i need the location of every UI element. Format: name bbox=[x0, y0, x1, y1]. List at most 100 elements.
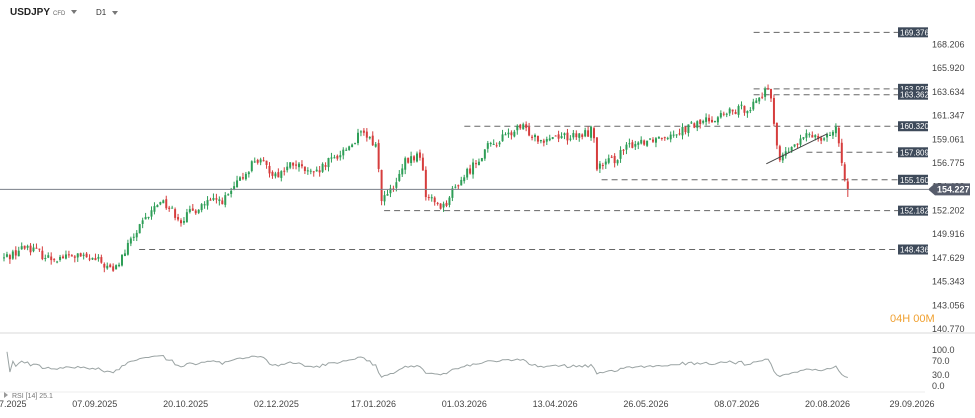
candle-body bbox=[62, 256, 64, 259]
candle-body bbox=[236, 180, 239, 188]
level-label: 163.928 bbox=[900, 85, 929, 94]
candle-body bbox=[88, 258, 91, 260]
candle-body bbox=[371, 135, 374, 146]
candle-body bbox=[607, 158, 610, 163]
collapse-icon[interactable] bbox=[4, 392, 8, 398]
candle-body bbox=[109, 264, 112, 268]
candle-body bbox=[472, 162, 475, 175]
candle-body bbox=[808, 134, 811, 136]
level-label: 152.182 bbox=[900, 207, 929, 216]
candle-body bbox=[581, 134, 584, 137]
candle-body bbox=[495, 145, 498, 147]
candle-body bbox=[793, 144, 796, 147]
level-label: 169.376 bbox=[900, 28, 929, 37]
candle-body bbox=[666, 137, 669, 139]
candle-body bbox=[38, 248, 41, 250]
candle-body bbox=[681, 126, 684, 136]
time-tick-label: 01.03.2026 bbox=[442, 399, 487, 409]
candle-body bbox=[595, 137, 598, 170]
candle-body bbox=[41, 250, 44, 260]
candle-body bbox=[82, 254, 85, 256]
candle-body bbox=[73, 256, 76, 258]
candle-body bbox=[256, 159, 259, 163]
price-tick-label: 147.629 bbox=[932, 253, 965, 263]
candle-body bbox=[770, 89, 772, 99]
candle-body bbox=[684, 126, 687, 133]
candle-body bbox=[799, 138, 802, 145]
candle-body bbox=[637, 142, 640, 145]
trendline-drawing[interactable] bbox=[766, 133, 828, 165]
timeframe-selector[interactable]: D1 bbox=[96, 8, 119, 17]
candle-body bbox=[35, 247, 38, 249]
candle-body bbox=[79, 253, 82, 257]
chevron-down-icon[interactable] bbox=[71, 10, 78, 15]
candle-body bbox=[834, 126, 837, 134]
candle-body bbox=[716, 117, 719, 123]
candle-body bbox=[551, 137, 554, 139]
candle-body bbox=[215, 198, 218, 200]
candle-body bbox=[820, 137, 823, 141]
candle-body bbox=[663, 137, 666, 139]
candle-body bbox=[424, 169, 427, 198]
candle-body bbox=[519, 124, 522, 129]
rsi-tick-label: 30.0 bbox=[932, 370, 950, 380]
candle-body bbox=[171, 207, 174, 209]
candle-body bbox=[764, 88, 767, 97]
candle-body bbox=[300, 164, 303, 167]
candle-body bbox=[265, 160, 268, 165]
candle-body bbox=[569, 138, 572, 140]
candle-body bbox=[188, 209, 191, 213]
price-tick-label: 140.770 bbox=[932, 324, 965, 334]
candle-body bbox=[47, 255, 50, 258]
candle-body bbox=[230, 190, 233, 194]
candle-body bbox=[306, 170, 309, 172]
candle-body bbox=[280, 171, 283, 178]
level-label: 155.160 bbox=[900, 176, 929, 185]
trendline[interactable] bbox=[766, 133, 828, 165]
candle-body bbox=[351, 144, 354, 148]
candle-body bbox=[386, 194, 389, 196]
candle-body bbox=[430, 197, 433, 199]
candle-body bbox=[725, 113, 728, 115]
rsi-panel[interactable]: 100.070.0 30.00.0 RSI [14] 25.1 bbox=[4, 345, 955, 400]
price-tick-label: 145.343 bbox=[932, 277, 965, 287]
candle-body bbox=[619, 150, 622, 159]
candle-body bbox=[165, 199, 168, 209]
candle-body bbox=[203, 204, 206, 206]
candle-body bbox=[180, 220, 182, 224]
time-tick-label: 07.09.2025 bbox=[72, 399, 117, 409]
candle-body bbox=[516, 125, 519, 131]
candle-body bbox=[823, 138, 826, 140]
candle-body bbox=[811, 135, 814, 138]
candle-body bbox=[601, 165, 604, 167]
candle-body bbox=[416, 153, 418, 162]
candle-body bbox=[784, 151, 787, 156]
candle-body bbox=[380, 169, 383, 202]
candle-body bbox=[548, 138, 551, 141]
candle-body bbox=[17, 250, 20, 257]
candle-body bbox=[292, 162, 295, 166]
rsi-line bbox=[6, 351, 848, 378]
level-badge bbox=[898, 147, 928, 158]
candle-body bbox=[439, 203, 442, 209]
candle-body bbox=[159, 202, 162, 205]
chevron-down-icon[interactable] bbox=[112, 10, 119, 15]
time-axis[interactable]: 26.07.2025 07.09.2025 20.10.2025 02.12.2025… bbox=[0, 399, 935, 409]
candle-countdown: 04H 00M bbox=[890, 313, 935, 325]
price-tick-label: 161.347 bbox=[932, 111, 965, 121]
candle-body bbox=[286, 166, 289, 171]
candle-body bbox=[749, 110, 752, 112]
candle-body bbox=[5, 254, 8, 257]
symbol-selector[interactable]: USDJPY CFD bbox=[10, 7, 78, 18]
candle-body bbox=[348, 146, 351, 150]
candle-body bbox=[708, 117, 711, 122]
candle-body bbox=[239, 177, 241, 181]
candle-body bbox=[483, 149, 486, 159]
countdown-minutes: 00 bbox=[913, 313, 926, 325]
candle-body bbox=[646, 140, 649, 146]
candle-body bbox=[678, 133, 681, 135]
candle-body bbox=[584, 130, 587, 137]
candle-body bbox=[100, 257, 103, 263]
candle-body bbox=[731, 109, 734, 112]
